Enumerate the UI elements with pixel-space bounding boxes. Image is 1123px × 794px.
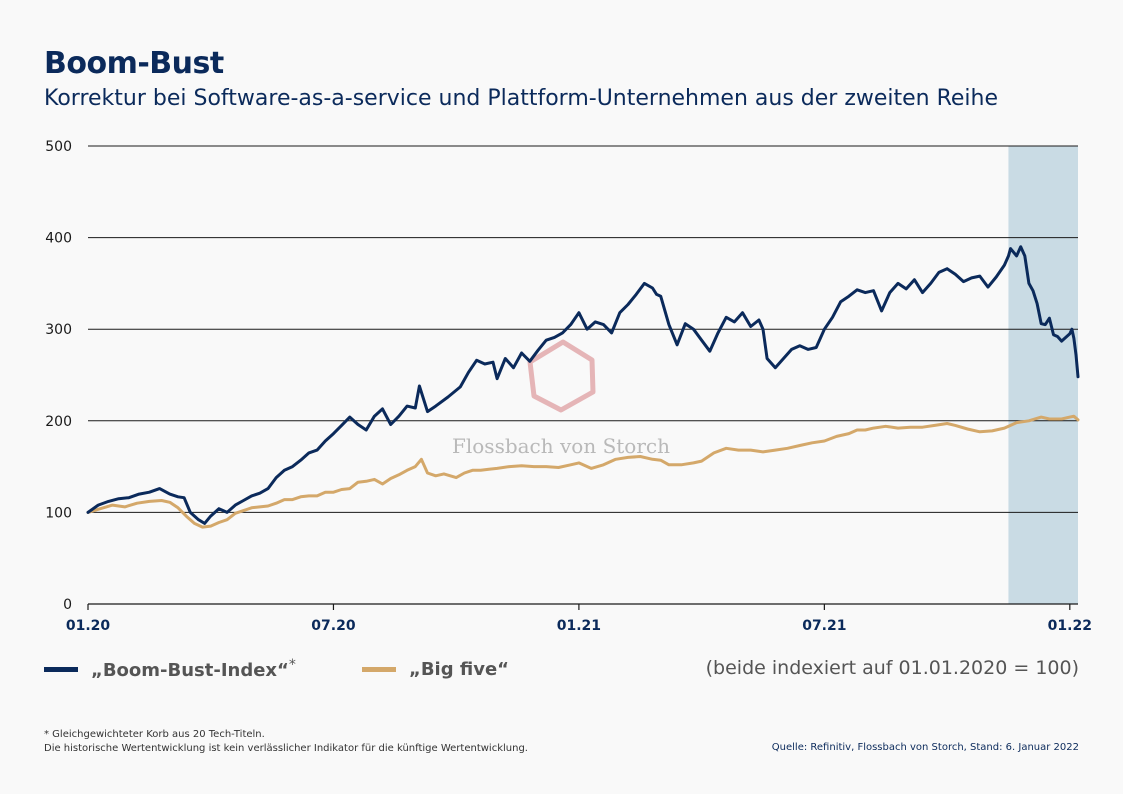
legend-label-big-five: „Big five“ [409,658,509,680]
y-tick-label: 0 [63,597,72,613]
y-tick-label: 500 [45,139,72,155]
footnote-line-2: Die historische Wertentwicklung ist kein… [44,743,528,754]
chart-title: Boom-Bust [44,46,224,81]
watermark-text: Flossbach von Storch [452,434,670,458]
x-tick-label: 07.21 [802,618,846,634]
chart-area: Flossbach von Storch 0 100 200 300 400 500 01… [45,139,1092,634]
source-note: Quelle: Refinitiv, Flossbach von Storch,… [771,742,1079,753]
legend-item-big-five: „Big five“ [362,657,509,681]
chart-subtitle: Korrektur bei Software-as-a-service und … [44,86,999,111]
x-tick-label: 01.20 [66,618,111,634]
y-tick-label: 100 [45,505,72,521]
watermark: Flossbach von Storch [452,339,670,458]
watermark-logo-icon [527,339,596,413]
x-tick-label: 01.21 [557,618,601,634]
legend-item-boom-bust: „Boom-Bust-Index“* [44,657,296,681]
legend-label-boom-bust: „Boom-Bust-Index“* [91,657,296,681]
footnote: * Gleichgewichteter Korb aus 20 Tech-Tit… [44,728,528,756]
x-tick-label: 07.20 [311,618,356,634]
y-tick-label: 300 [45,322,72,338]
legend-swatch-boom-bust [44,666,78,672]
y-tick-label: 200 [45,414,72,430]
legend-swatch-big-five [362,666,396,672]
x-tick-label: 01.22 [1048,618,1092,634]
index-note: (beide indexiert auf 01.01.2020 = 100) [705,657,1079,679]
y-tick-label: 400 [45,231,72,247]
footnote-line-1: * Gleichgewichteter Korb aus 20 Tech-Tit… [44,729,265,740]
series-line-big-five [86,414,1080,529]
series-line-boom-bust [86,245,1080,525]
shaded-region [1008,146,1078,604]
